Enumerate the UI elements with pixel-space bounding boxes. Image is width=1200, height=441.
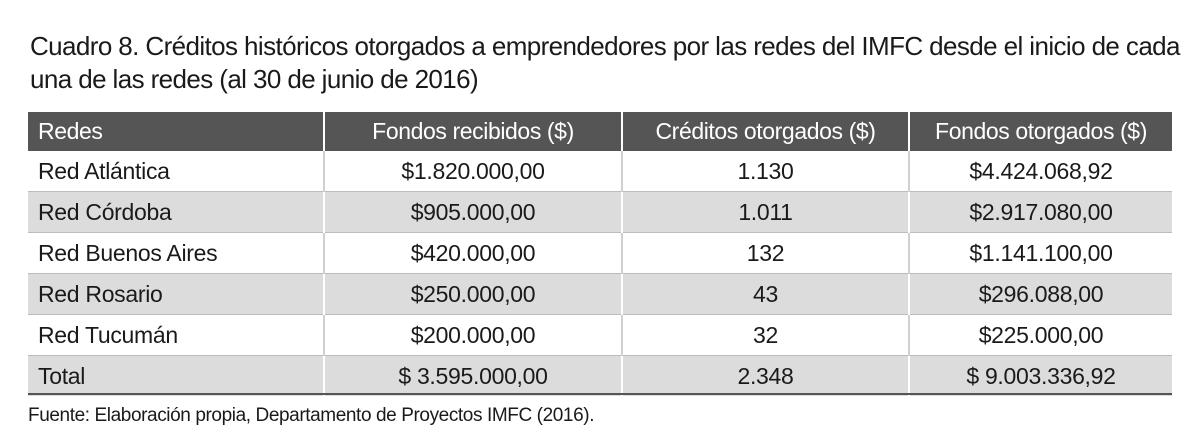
cell-red: Red Córdoba [28, 191, 325, 233]
cell-creditos-otorgados: 132 [622, 232, 910, 274]
table-row: Red Córdoba $905.000,00 1.011 $2.917.080… [28, 191, 1172, 233]
cell-fondos-otorgados: $ 9.003.336,92 [909, 355, 1172, 396]
cell-red: Red Buenos Aires [28, 232, 325, 274]
cell-creditos-otorgados: 1.011 [622, 191, 910, 233]
source-note: Fuente: Elaboración propia, Departamento… [28, 405, 595, 426]
cell-fondos-recibidos: $420.000,00 [324, 232, 623, 274]
table-row: Red Rosario $250.000,00 43 $296.088,00 [28, 273, 1172, 315]
cell-fondos-otorgados: $296.088,00 [909, 273, 1172, 315]
cell-creditos-otorgados: 43 [622, 273, 910, 315]
table-caption: Cuadro 8. Créditos históricos otorgados … [30, 31, 1181, 94]
table-row: Red Atlántica $1.820.000,00 1.130 $4.424… [28, 151, 1172, 192]
cell-red: Red Rosario [28, 273, 325, 315]
header-row: Redes Fondos recibidos ($) Créditos otor… [28, 112, 1172, 151]
column-header-redes: Redes [28, 112, 325, 151]
cell-red: Red Atlántica [28, 151, 325, 192]
cell-fondos-otorgados: $2.917.080,00 [909, 191, 1172, 233]
column-header-creditos-otorgados: Créditos otorgados ($) [622, 112, 910, 151]
table-row: Red Buenos Aires $420.000,00 132 $1.141.… [28, 232, 1172, 274]
cell-creditos-otorgados: 2.348 [622, 355, 910, 396]
cell-creditos-otorgados: 32 [622, 314, 910, 356]
total-row: Total $ 3.595.000,00 2.348 $ 9.003.336,9… [28, 355, 1172, 396]
credits-table: Redes Fondos recibidos ($) Créditos otor… [28, 112, 1172, 396]
cell-fondos-recibidos: $ 3.595.000,00 [324, 355, 623, 396]
cell-fondos-otorgados: $225.000,00 [909, 314, 1172, 356]
cell-fondos-recibidos: $200.000,00 [324, 314, 623, 356]
cell-red: Total [28, 355, 325, 396]
cell-fondos-recibidos: $1.820.000,00 [324, 151, 623, 192]
table-bottom-rule [28, 393, 1172, 395]
table-row: Red Tucumán $200.000,00 32 $225.000,00 [28, 314, 1172, 356]
cell-red: Red Tucumán [28, 314, 325, 356]
cell-fondos-recibidos: $905.000,00 [324, 191, 623, 233]
cell-fondos-otorgados: $4.424.068,92 [909, 151, 1172, 192]
column-header-fondos-recibidos: Fondos recibidos ($) [324, 112, 623, 151]
cell-fondos-recibidos: $250.000,00 [324, 273, 623, 315]
cell-creditos-otorgados: 1.130 [622, 151, 910, 192]
column-header-fondos-otorgados: Fondos otorgados ($) [909, 112, 1172, 151]
cell-fondos-otorgados: $1.141.100,00 [909, 232, 1172, 274]
